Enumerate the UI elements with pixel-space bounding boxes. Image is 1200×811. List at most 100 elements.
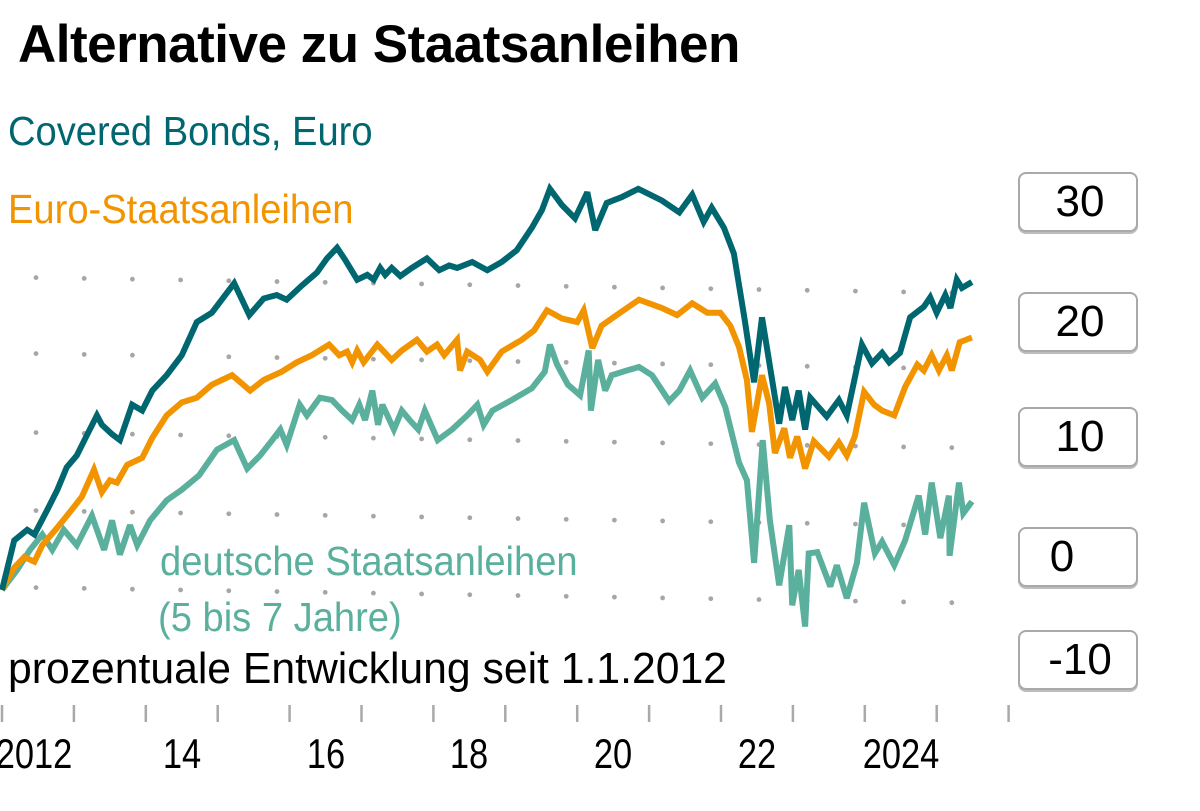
- grid-dot: [563, 593, 569, 599]
- grid-dot: [515, 359, 521, 364]
- grid-dot: [612, 360, 617, 366]
- x-tick-label: 14: [162, 730, 201, 777]
- y-tick-label: 0: [1049, 532, 1075, 581]
- x-tick-label: 18: [450, 730, 489, 777]
- grid-dot: [901, 444, 906, 450]
- grid-dot: [322, 355, 328, 361]
- grid-dot: [33, 351, 39, 356]
- grid-dot: [178, 587, 184, 593]
- y-tick-box: 10: [1018, 407, 1138, 467]
- chart-title: Alternative zu Staatsanleihen: [18, 15, 740, 74]
- grid-dot: [708, 596, 714, 602]
- grid-dot: [515, 593, 521, 598]
- grid-dot: [949, 445, 955, 451]
- grid-dot: [515, 516, 521, 521]
- grid-dot: [612, 284, 617, 290]
- grid-dot: [226, 511, 232, 517]
- grid-dot: [660, 595, 665, 601]
- grid-dot: [274, 279, 280, 284]
- grid-dot: [371, 513, 376, 519]
- grid-dot: [804, 363, 810, 369]
- grid-dot: [515, 438, 521, 443]
- grid-dot: [419, 514, 424, 520]
- grid-dot: [901, 599, 906, 605]
- grid-dot: [708, 441, 714, 447]
- chart-subtitle: prozentuale Entwicklung seit 1.1.2012: [8, 644, 727, 693]
- grid-dot: [612, 594, 617, 600]
- grid-dot: [901, 522, 906, 528]
- grid-dot: [322, 512, 328, 518]
- grid-dot: [130, 352, 135, 358]
- grid-dot: [33, 585, 39, 590]
- grid-dot: [660, 361, 665, 367]
- grid-dot: [708, 362, 714, 368]
- y-tick-label: 30: [1055, 177, 1105, 226]
- grid-dot: [467, 437, 473, 443]
- grid-dot: [563, 516, 569, 522]
- y-tick-box: 30: [1018, 172, 1138, 232]
- grid-dot: [322, 589, 328, 595]
- series-covered-bonds-line: [0, 182, 974, 591]
- grid-dot: [708, 286, 714, 292]
- x-tick-label: 22: [737, 730, 777, 777]
- x-tick-label: 2024: [862, 730, 940, 777]
- grid-dot: [853, 598, 858, 604]
- grid-dot: [130, 509, 135, 515]
- x-tick-label: 20: [593, 730, 633, 777]
- legend-covered-bonds: Covered Bonds, Euro: [8, 108, 373, 154]
- grid-dot: [901, 289, 906, 295]
- grid-dot: [756, 597, 762, 602]
- grid-dot: [419, 591, 424, 597]
- grid-dot: [515, 283, 521, 288]
- y-tick-label: 10: [1055, 412, 1105, 461]
- y-tick-box: -10: [1018, 630, 1138, 690]
- grid-dot: [660, 285, 665, 291]
- grid-dot: [178, 432, 184, 438]
- y-tick-label: -10: [1048, 635, 1112, 684]
- grid-dot: [563, 438, 569, 444]
- grid-dot: [660, 440, 665, 446]
- grid-dot: [371, 590, 376, 596]
- grid-dot: [467, 358, 473, 364]
- grid-dot: [130, 276, 135, 282]
- y-tick-box: 0: [1018, 527, 1138, 587]
- x-tick-label: 2012: [0, 730, 73, 777]
- grid-dot: [322, 279, 328, 285]
- grid-dot: [949, 600, 955, 606]
- grid-dot: [901, 365, 906, 371]
- grid-dot: [419, 357, 424, 363]
- grid-dot: [853, 288, 858, 294]
- grid-dot: [612, 439, 617, 445]
- grid-dot: [660, 518, 665, 524]
- grid-dot: [612, 517, 617, 523]
- grid-dot: [33, 430, 39, 435]
- grid-dot: [756, 287, 762, 292]
- grid-dot: [708, 519, 714, 525]
- grid-dot: [467, 282, 473, 288]
- grid-dot: [419, 281, 424, 287]
- grid-dot: [322, 434, 328, 440]
- series-lines: [0, 182, 975, 627]
- series-deutsche-staatsanleihen-line: [0, 343, 975, 627]
- grid-dot: [33, 508, 39, 513]
- grid-dot: [178, 510, 184, 516]
- grid-dot: [419, 436, 424, 442]
- grid-dot: [467, 515, 473, 521]
- grid-dot: [226, 354, 232, 360]
- x-axis: [0, 705, 1010, 722]
- grid-dot: [804, 442, 810, 448]
- grid-dot: [467, 592, 473, 598]
- grid-dot: [81, 508, 87, 514]
- grid-dot: [81, 351, 87, 357]
- grid-dot: [226, 278, 232, 284]
- grid-dot: [33, 275, 39, 280]
- grid-dot: [226, 433, 232, 439]
- legend-deutsche-staatsanleihen: deutsche Staatsanleihen: [160, 538, 578, 584]
- grid-dot: [178, 277, 184, 283]
- series-euro-staatsanleihen-line: [0, 296, 973, 592]
- grid-dot: [563, 359, 569, 365]
- grid-dot: [130, 431, 135, 437]
- grid-dot: [274, 512, 280, 517]
- y-tick-label: 20: [1055, 297, 1105, 346]
